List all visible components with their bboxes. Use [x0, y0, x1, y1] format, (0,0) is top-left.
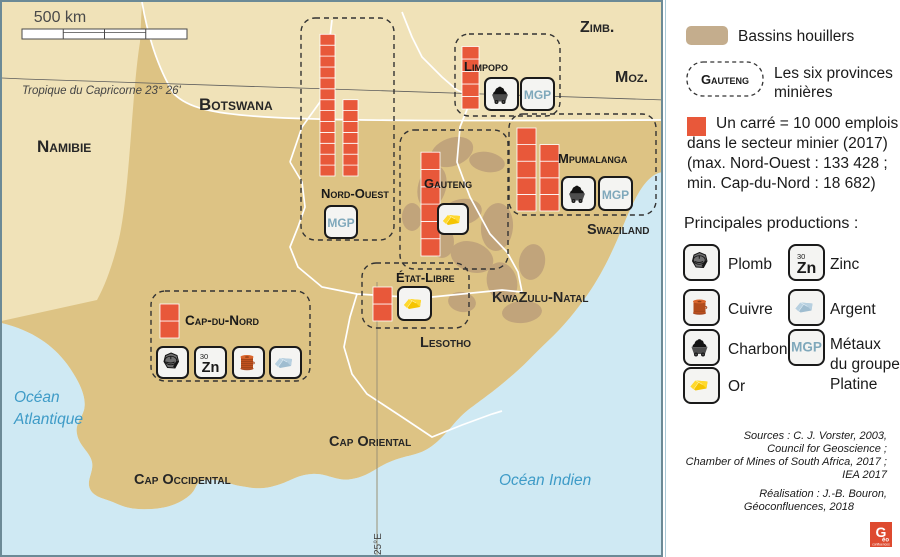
- svg-text:Cap Occidental: Cap Occidental: [134, 472, 231, 488]
- svg-text:Limpopo: Limpopo: [464, 59, 508, 74]
- svg-text:MGP: MGP: [327, 216, 354, 230]
- svg-text:MGP: MGP: [524, 88, 551, 102]
- svg-text:Plomb: Plomb: [728, 256, 772, 273]
- svg-text:Moz.: Moz.: [615, 69, 648, 86]
- svg-text:Principales productions :: Principales productions :: [684, 215, 858, 232]
- svg-text:Géoconfluences, 2018: Géoconfluences, 2018: [744, 501, 855, 513]
- svg-text:Nord-Ouest: Nord-Ouest: [321, 186, 389, 201]
- svg-text:Platine: Platine: [830, 376, 877, 393]
- svg-text:Les six provinces: Les six provinces: [774, 65, 893, 82]
- svg-text:Réalisation : J.-B. Bouron,: Réalisation : J.-B. Bouron,: [759, 488, 887, 500]
- svg-text:Charbon: Charbon: [728, 341, 787, 358]
- svg-text:Un carré = 10 000 emplois: Un carré = 10 000 emplois: [716, 115, 898, 132]
- svg-text:Cap Oriental: Cap Oriental: [329, 434, 411, 450]
- svg-text:MGP: MGP: [791, 340, 822, 355]
- svg-text:Cap-du-Nord: Cap-du-Nord: [185, 313, 259, 328]
- svg-text:IEA 2017: IEA 2017: [842, 469, 888, 481]
- svg-text:KwaZulu-Natal: KwaZulu-Natal: [492, 290, 588, 306]
- svg-text:Argent: Argent: [830, 301, 876, 318]
- svg-text:Atlantique: Atlantique: [13, 411, 83, 428]
- svg-text:Gauteng: Gauteng: [424, 176, 472, 191]
- svg-text:Chamber of Mines of South Afri: Chamber of Mines of South Africa, 2017 ;: [686, 456, 887, 468]
- svg-text:Océan Indien: Océan Indien: [499, 472, 591, 489]
- svg-text:Zn: Zn: [202, 360, 220, 376]
- svg-text:(max. Nord-Ouest : 133 428 ;: (max. Nord-Ouest : 133 428 ;: [687, 155, 888, 172]
- svg-text:Mpumalanga: Mpumalanga: [558, 151, 628, 166]
- svg-text:Gauteng: Gauteng: [701, 72, 749, 87]
- svg-text:Lesotho: Lesotho: [420, 335, 471, 351]
- svg-text:Océan: Océan: [14, 389, 60, 406]
- svg-text:25°E: 25°E: [373, 533, 384, 555]
- svg-text:Botswana: Botswana: [199, 95, 273, 114]
- svg-text:confluences: confluences: [872, 543, 890, 547]
- svg-text:Namibie: Namibie: [37, 137, 91, 156]
- svg-text:Swaziland: Swaziland: [587, 222, 649, 238]
- svg-text:500 km: 500 km: [34, 9, 86, 26]
- svg-text:Tropique du Capricorne 23° 26': Tropique du Capricorne 23° 26': [22, 85, 182, 97]
- svg-text:Zn: Zn: [797, 260, 817, 277]
- svg-text:Sources : C. J. Vorster, 2003,: Sources : C. J. Vorster, 2003,: [744, 430, 887, 442]
- svg-text:Bassins houillers: Bassins houillers: [738, 28, 855, 45]
- svg-text:Council for Geoscience ;: Council for Geoscience ;: [767, 443, 887, 455]
- svg-text:État-Libre: État-Libre: [396, 270, 455, 285]
- svg-text:du groupe: du groupe: [830, 356, 900, 373]
- svg-text:Or: Or: [728, 378, 745, 395]
- svg-text:Cuivre: Cuivre: [728, 301, 773, 318]
- svg-text:dans le secteur minier (2017): dans le secteur minier (2017): [687, 135, 888, 152]
- svg-text:Zimb.: Zimb.: [580, 19, 614, 36]
- svg-text:minières: minières: [774, 84, 833, 101]
- svg-text:MGP: MGP: [602, 188, 629, 202]
- svg-text:Zinc: Zinc: [830, 256, 860, 273]
- svg-text:Métaux: Métaux: [830, 336, 881, 353]
- svg-text:min. Cap-du-Nord : 18 682): min. Cap-du-Nord : 18 682): [687, 175, 876, 192]
